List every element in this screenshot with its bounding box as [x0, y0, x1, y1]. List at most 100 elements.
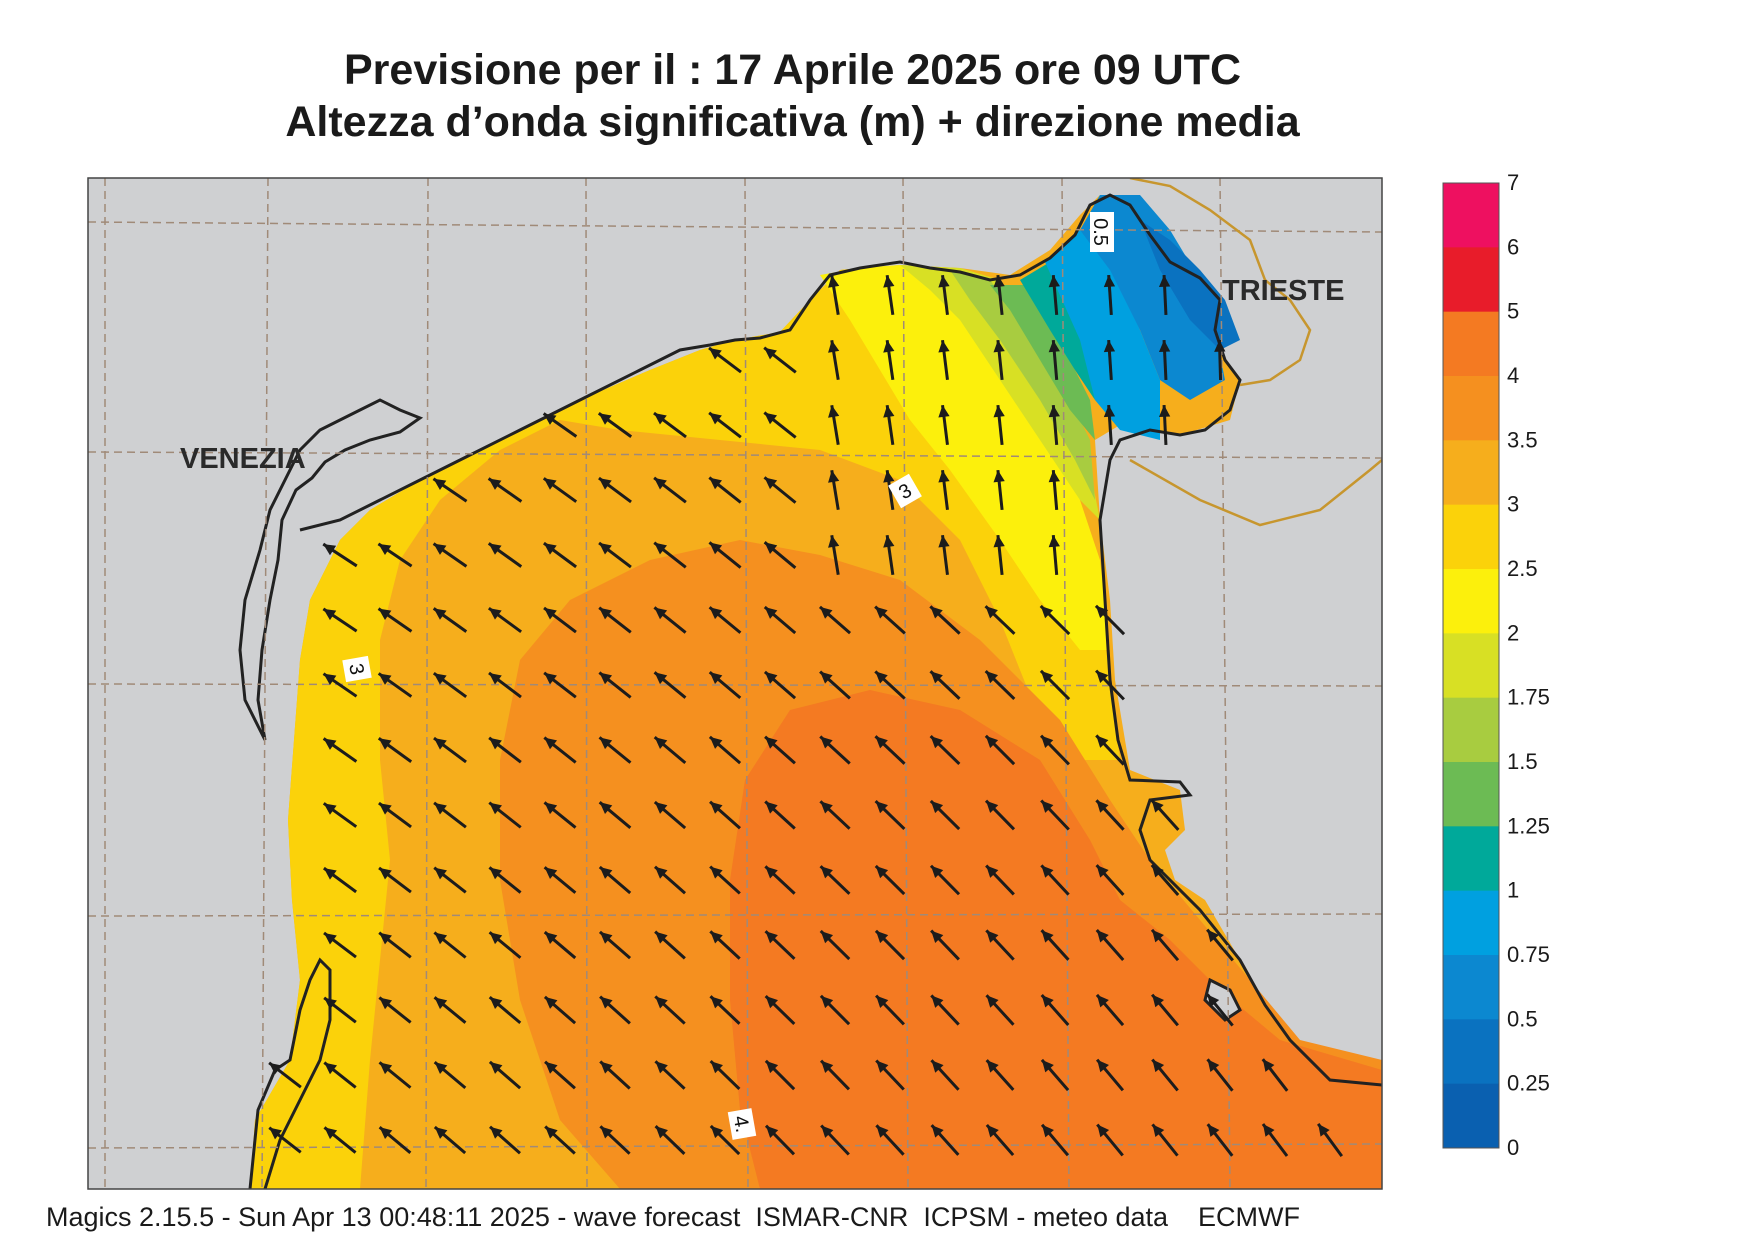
direction-arrow-head — [766, 1125, 779, 1139]
direction-arrow-head — [654, 607, 668, 620]
direction-arrow-head — [379, 867, 392, 880]
colorbar-swatch — [1443, 311, 1499, 377]
direction-arrow-head — [1158, 340, 1171, 352]
band-2-2.5 — [820, 265, 1110, 650]
direction-arrow-head — [876, 995, 889, 1008]
direction-arrow-head — [938, 275, 950, 288]
direction-arrow-head — [1041, 800, 1054, 813]
colorbar-swatch — [1443, 1083, 1499, 1149]
contour-label-2: 3 — [342, 655, 372, 683]
direction-arrow-head — [1207, 1059, 1220, 1073]
direction-arrow-head — [986, 800, 999, 814]
direction-arrow-head — [930, 671, 943, 684]
direction-arrow-head — [710, 931, 723, 944]
direction-arrow-head — [1152, 1124, 1165, 1138]
direction-arrow-head — [379, 997, 393, 1010]
colorbar-tick-label: 0 — [1507, 1135, 1519, 1160]
direction-arrow-head — [434, 1126, 448, 1139]
direction-arrow-head — [875, 671, 888, 684]
direction-arrow-head — [324, 932, 337, 945]
direction-arrow-head — [931, 995, 944, 1008]
direction-arrow-head — [710, 866, 723, 879]
direction-arrow-head — [1158, 405, 1171, 417]
direction-arrow-head — [883, 470, 895, 483]
label-trieste: TRIESTE — [1222, 275, 1344, 307]
direction-arrows — [268, 274, 1344, 1158]
colorbar: 7 6 5 4 3.5 3 2.5 2 1.75 1.5 1.25 1 0.75 0.5 0.25 0 — [1442, 170, 1550, 1160]
direction-arrow-head — [655, 1126, 668, 1139]
direction-arrow-head — [821, 1060, 834, 1074]
band-0.25-0.5 — [1140, 220, 1240, 350]
direction-arrow-head — [544, 607, 557, 620]
direction-arrow-head — [938, 535, 950, 548]
direction-arrow-head — [654, 542, 667, 555]
direction-arrow-head — [599, 802, 613, 815]
direction-arrow-head — [709, 736, 723, 749]
direction-arrow-head — [434, 997, 448, 1010]
direction-arrow-head — [1041, 865, 1054, 878]
direction-arrow-head — [828, 535, 840, 548]
direction-arrow-head — [709, 347, 722, 360]
direction-arrow-head — [543, 413, 557, 425]
direction-arrow-head — [986, 865, 999, 878]
colorbar-tick-label: 5 — [1507, 299, 1519, 324]
direction-arrow-head — [1214, 340, 1226, 352]
direction-arrow-head — [1096, 670, 1109, 683]
direction-arrow-head — [653, 413, 667, 425]
title-line-2: Altezza d’onda significativa (m) + direz… — [285, 98, 1300, 146]
band-0.5-0.75 — [1080, 195, 1225, 400]
direction-arrow-head — [1096, 800, 1109, 813]
direction-arrow-head — [1207, 1124, 1220, 1137]
direction-arrow-head — [764, 671, 778, 684]
direction-arrow-head — [930, 865, 944, 879]
direction-arrow-head — [600, 996, 613, 1009]
direction-arrow-head — [710, 1125, 724, 1139]
direction-arrow-head — [985, 606, 998, 619]
direction-arrow-head — [1103, 405, 1116, 418]
colorbar-tick-label: 0.25 — [1507, 1071, 1550, 1096]
colorbar-swatch — [1443, 376, 1499, 441]
direction-arrow-head — [930, 736, 943, 749]
direction-arrow-head — [985, 735, 999, 749]
svg-text:3: 3 — [344, 662, 368, 677]
direction-arrow-head — [434, 932, 448, 945]
direction-arrow-head — [986, 1060, 999, 1073]
contour-label-1: 3 — [888, 473, 922, 509]
direction-arrow-head — [489, 737, 502, 750]
direction-arrow-head — [938, 340, 950, 353]
colorbar-swatch — [1443, 183, 1499, 248]
venice-lagoon — [238, 398, 424, 741]
direction-arrow-head — [1096, 735, 1109, 748]
direction-arrow-head — [488, 543, 502, 555]
direction-arrow-head — [323, 738, 337, 750]
direction-arrow-head — [993, 535, 1005, 548]
direction-arrow-head — [986, 995, 999, 1008]
direction-arrow-head — [378, 673, 392, 685]
colorbar-swatch — [1443, 762, 1499, 827]
island-east — [1203, 977, 1242, 1022]
direction-arrow-head — [986, 1124, 999, 1138]
svg-text:4.: 4. — [729, 1114, 754, 1134]
direction-arrow-head — [1048, 470, 1060, 483]
direction-arrow-head — [1262, 1059, 1275, 1072]
direction-arrow-head — [883, 405, 895, 418]
direction-arrow-head — [324, 1062, 338, 1075]
colorbar-tick-label: 1.75 — [1507, 685, 1550, 710]
direction-arrow-head — [1048, 275, 1060, 288]
direction-arrow-head — [269, 1062, 282, 1075]
direction-arrow-head — [433, 543, 447, 555]
direction-arrow-head — [930, 606, 943, 619]
direction-arrow-head — [1207, 994, 1220, 1008]
direction-arrow-head — [875, 736, 888, 749]
direction-arrow-head — [1041, 735, 1054, 748]
direction-arrow-head — [993, 340, 1005, 353]
colorbar-swatch — [1443, 826, 1499, 892]
direction-arrow-head — [931, 1060, 944, 1073]
direction-arrow-head — [433, 738, 447, 750]
direction-arrow-head — [654, 866, 668, 879]
direction-arrow-head — [764, 347, 777, 360]
direction-arrow-head — [1041, 930, 1054, 943]
direction-arrow-head — [820, 801, 833, 814]
direction-arrow-head — [993, 275, 1005, 288]
direction-arrow-head — [433, 478, 447, 491]
